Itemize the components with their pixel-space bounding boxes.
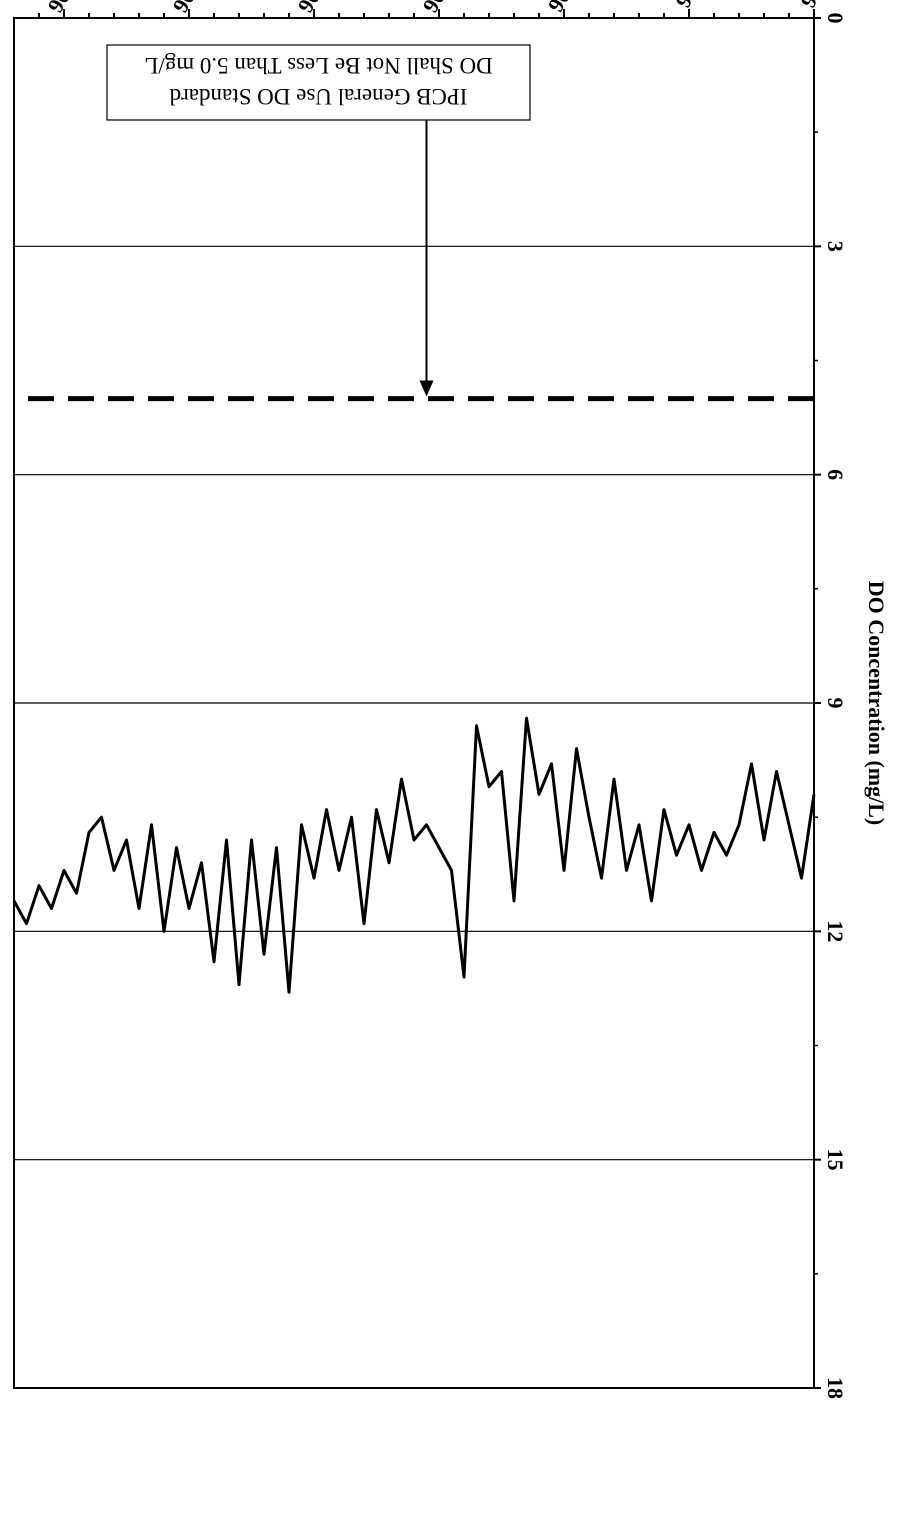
y-tick-label-3: 3 [823, 241, 848, 252]
y-axis-title: DO Concentration (mg/L) [864, 581, 889, 825]
y-tick-label-0: 0 [823, 13, 848, 24]
x-tick-label-1: 1/6/06 [671, 0, 721, 12]
y-tick-label-12: 12 [823, 920, 848, 942]
x-tick-label-0: 1/1/06 [796, 0, 846, 12]
annotation-line-2: DO Shall Not Be Less Than 5.0 mg/L [144, 53, 492, 78]
series-do-concentration [12, 716, 816, 994]
series-layer [12, 396, 816, 994]
y-tick-label-9: 9 [823, 698, 848, 709]
x-axis: 1/1/061/6/061/11/061/16/061/21/061/26/06… [38, 0, 846, 18]
annotation-box [106, 44, 531, 121]
y-tick-label-18: 18 [823, 1377, 848, 1399]
y-axis: 0 3 6 9 12 15 18 [814, 13, 848, 1399]
annotation-line-1: IPCB General Use DO Standard [169, 84, 467, 109]
gridlines [14, 245, 814, 1161]
annotation-arrowhead [419, 380, 434, 397]
annotation: IPCB General Use DO Standard DO Shall No… [106, 44, 531, 397]
y-tick-label-15: 15 [823, 1149, 848, 1171]
y-tick-label-6: 6 [823, 469, 848, 480]
